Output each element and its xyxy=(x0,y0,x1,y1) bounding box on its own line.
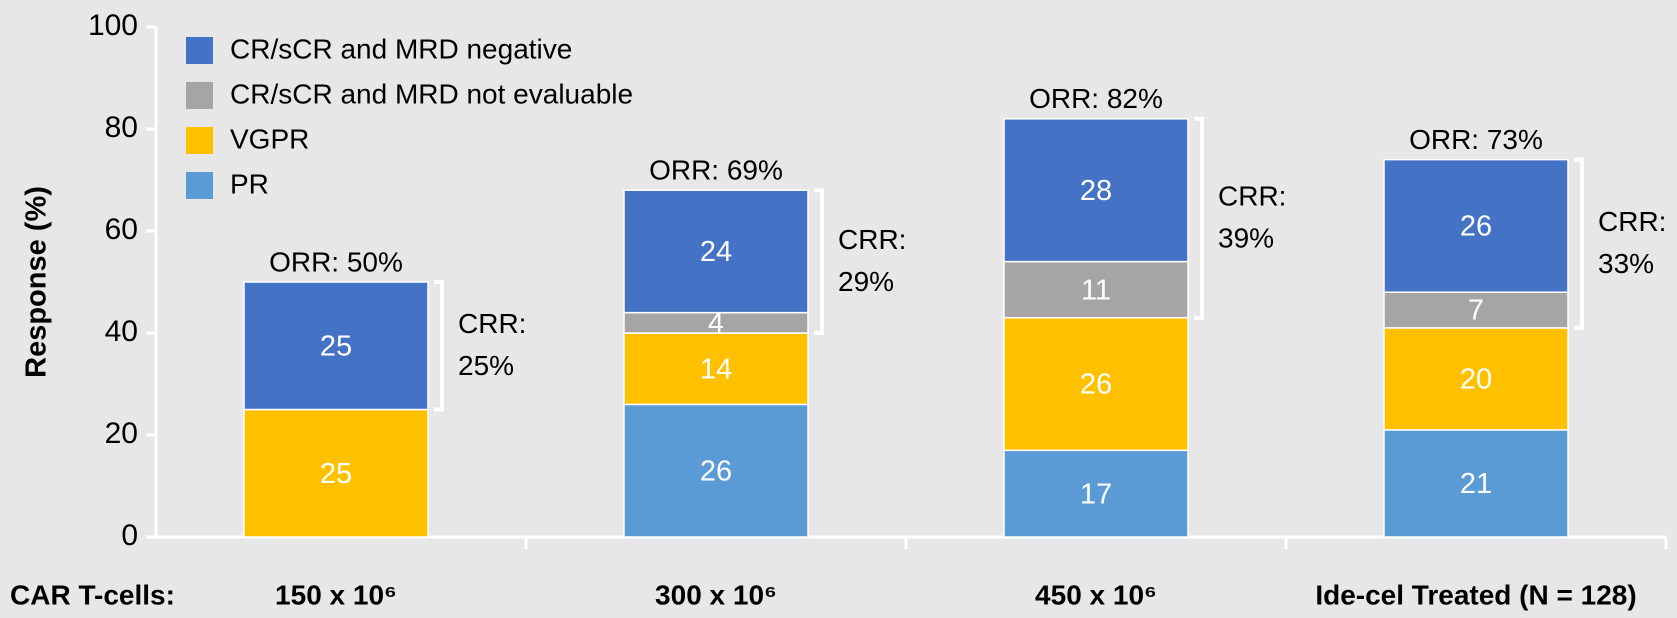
crr-label: 25% xyxy=(458,350,514,381)
crr-label: 39% xyxy=(1218,223,1274,254)
data-label: 11 xyxy=(1081,274,1111,306)
crr-bracket xyxy=(434,280,444,412)
y-tick-label: 80 xyxy=(105,111,138,144)
bar-segment xyxy=(1003,260,1189,319)
crr-label: CRR: xyxy=(838,224,906,255)
crr-label: 33% xyxy=(1598,248,1654,279)
bar-segment xyxy=(1003,316,1189,452)
orr-label: ORR: 82% xyxy=(1029,83,1163,114)
data-label: 26 xyxy=(1080,369,1112,401)
y-tick-label: 60 xyxy=(105,213,138,246)
y-tick-label: 40 xyxy=(105,315,138,348)
data-label: 28 xyxy=(1080,175,1112,207)
crr-label: CRR: xyxy=(1598,206,1666,237)
bar-segment xyxy=(623,189,809,314)
x-tick-label: 450 x 10⁶ xyxy=(1035,579,1157,610)
data-label: 7 xyxy=(1468,295,1484,327)
y-tick-label: 0 xyxy=(121,519,138,552)
bar-segment xyxy=(623,332,809,406)
bar-segment xyxy=(1383,327,1569,431)
legend-swatch xyxy=(186,82,213,109)
orr-label: ORR: 50% xyxy=(269,246,403,277)
orr-label: ORR: 73% xyxy=(1409,124,1543,155)
orr-label: ORR: 69% xyxy=(649,155,783,186)
crr-bracket xyxy=(1574,157,1584,330)
crr-label: 29% xyxy=(838,266,894,297)
crr-bracket xyxy=(1194,116,1204,320)
legend-swatch xyxy=(186,37,213,64)
data-label: 24 xyxy=(700,236,732,268)
x-tick-label: 150 x 10⁶ xyxy=(275,579,397,610)
bar-segment xyxy=(1003,118,1189,263)
y-tick-label: 100 xyxy=(88,9,138,42)
legend-label: VGPR xyxy=(230,123,309,154)
data-label: 21 xyxy=(1460,468,1492,500)
legend-label: CR/sCR and MRD negative xyxy=(230,33,572,64)
data-label: 14 xyxy=(700,353,732,385)
legend-swatch xyxy=(186,172,213,199)
data-label: 26 xyxy=(1460,211,1492,243)
x-tick-label: 300 x 10⁶ xyxy=(655,579,777,610)
bar-segment xyxy=(623,403,809,538)
bar-segment xyxy=(1003,449,1189,538)
data-label: 25 xyxy=(320,330,352,362)
data-label: 4 xyxy=(708,307,724,339)
legend-swatch xyxy=(186,127,213,154)
x-axis-label: CAR T-cells: xyxy=(10,579,175,610)
y-axis-label: Response (%) xyxy=(21,186,53,378)
data-label: 26 xyxy=(700,455,732,487)
bar-segment xyxy=(1383,158,1569,293)
crr-label: CRR: xyxy=(458,308,526,339)
legend-label: CR/sCR and MRD not evaluable xyxy=(230,78,633,109)
bar-segment xyxy=(1383,291,1569,329)
legend-label: PR xyxy=(230,168,269,199)
bar-segment xyxy=(1383,429,1569,538)
data-label: 25 xyxy=(320,458,352,490)
y-tick-label: 20 xyxy=(105,417,138,450)
data-label: 20 xyxy=(1460,364,1492,396)
crr-label: CRR: xyxy=(1218,181,1286,212)
data-label: 17 xyxy=(1080,478,1112,510)
crr-bracket xyxy=(814,188,824,335)
x-tick-label: Ide-cel Treated (N = 128) xyxy=(1315,579,1636,610)
bar-segment xyxy=(243,408,429,538)
bar-segment xyxy=(243,281,429,411)
